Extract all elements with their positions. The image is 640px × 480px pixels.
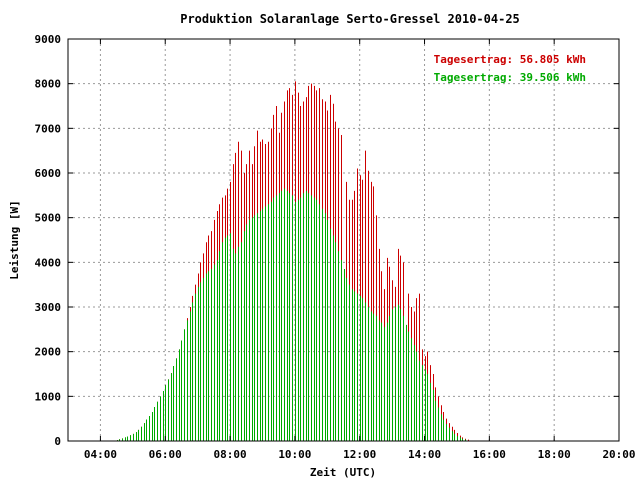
legend-entry-red: Tagesertrag: 56.805 kWh (434, 53, 586, 66)
grid (68, 39, 620, 441)
x-axis-label: Zeit (UTC) (310, 466, 376, 479)
x-tick-label: 14:00 (408, 448, 441, 461)
series-red-bars (117, 81, 471, 441)
y-tick-label: 7000 (35, 122, 62, 135)
x-tick-label: 04:00 (84, 448, 117, 461)
y-tick-label: 0 (54, 435, 61, 448)
x-tick-label: 16:00 (473, 448, 506, 461)
y-tick-label: 3000 (35, 301, 62, 314)
x-tick-label: 20:00 (602, 448, 635, 461)
x-tick-label: 08:00 (213, 448, 246, 461)
y-axis-ticks: 0 1000 2000 3000 4000 5000 6000 7000 8000 9000 (35, 33, 619, 448)
y-tick-label: 4000 (35, 256, 62, 269)
x-tick-label: 12:00 (343, 448, 376, 461)
plot-frame (67, 38, 620, 442)
chart-title: Produktion Solaranlage Serto-Gressel 201… (180, 12, 520, 26)
x-axis-ticks: 04:00 06:00 08:00 10:00 12:00 14:00 16:00 18:00… (84, 39, 636, 461)
x-tick-label: 18:00 (538, 448, 571, 461)
y-tick-label: 2000 (35, 346, 62, 359)
legend-entry-green: Tagesertrag: 39.506 kWh (434, 71, 586, 84)
series-green-bars (117, 188, 469, 441)
y-axis-label: Leistung [W] (8, 200, 21, 279)
x-tick-label: 10:00 (278, 448, 311, 461)
y-tick-label: 8000 (35, 78, 62, 91)
y-tick-label: 9000 (35, 33, 62, 46)
y-tick-label: 1000 (35, 390, 62, 403)
y-tick-label: 6000 (35, 167, 62, 180)
y-tick-label: 5000 (35, 212, 62, 225)
x-tick-label: 06:00 (149, 448, 182, 461)
